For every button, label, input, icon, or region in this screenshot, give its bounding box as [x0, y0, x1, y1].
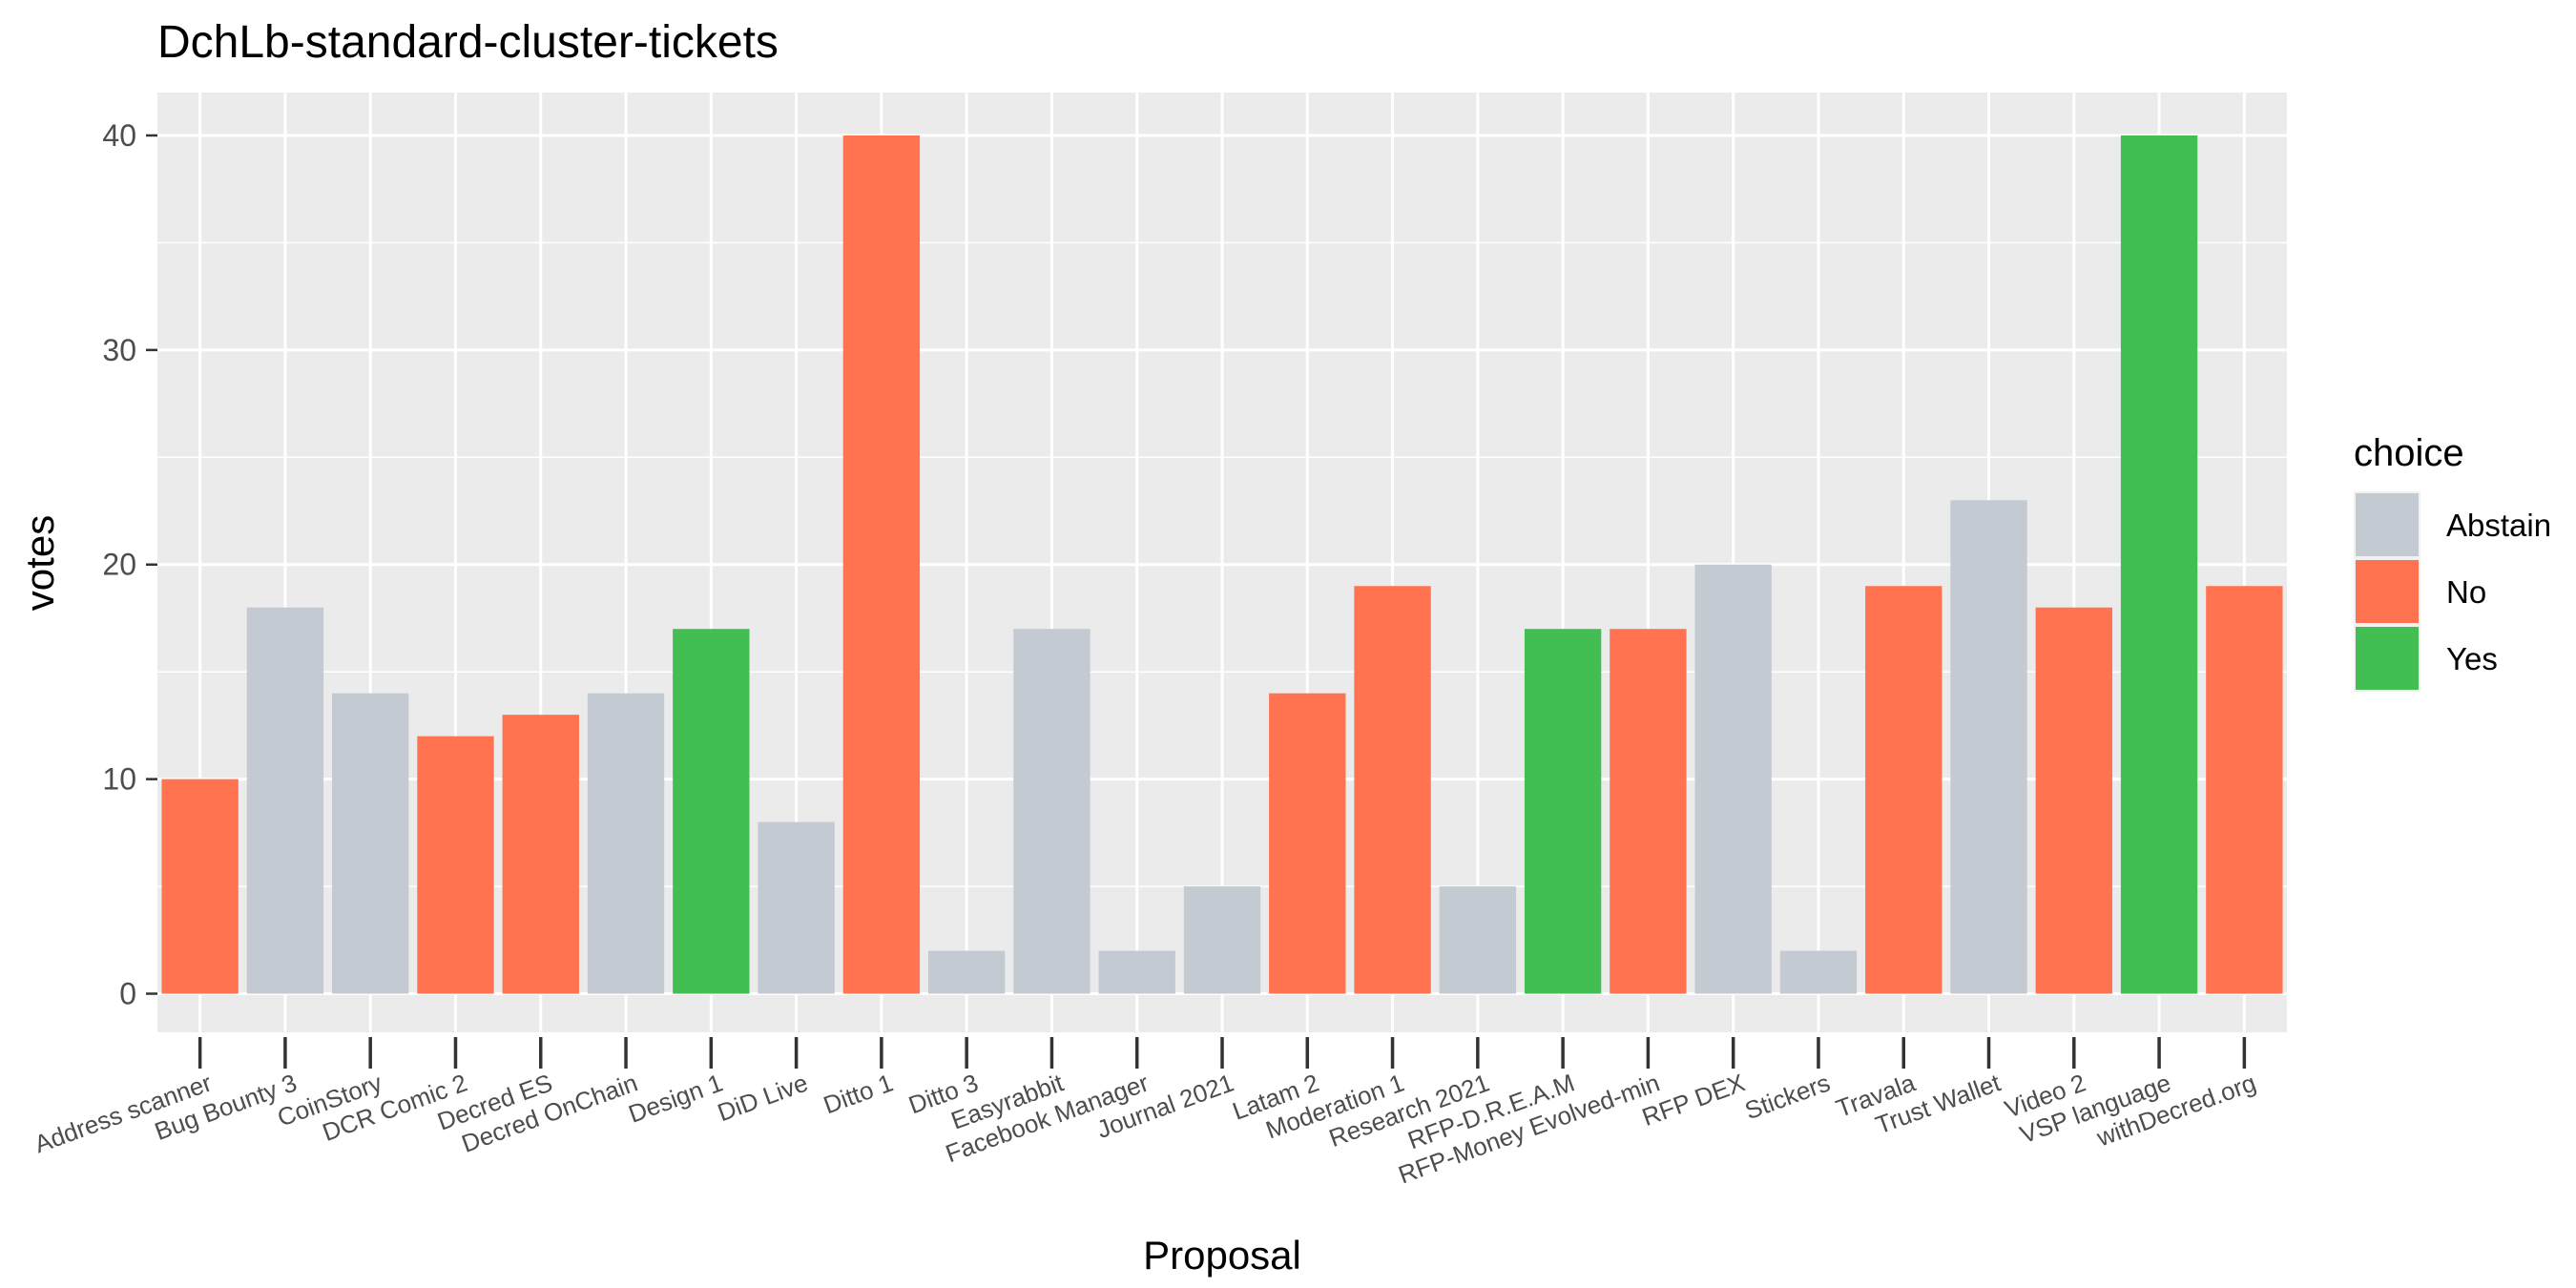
- bar: [587, 693, 665, 994]
- bar: [1354, 586, 1431, 994]
- bar: [1610, 629, 1687, 994]
- legend-label: Abstain: [2446, 508, 2551, 543]
- bar: [1524, 629, 1602, 994]
- legend: choice Abstain No Yes: [2354, 432, 2551, 692]
- bar: [2035, 607, 2112, 994]
- legend-swatch: [2356, 560, 2419, 623]
- bar: [502, 715, 579, 994]
- bar: [673, 629, 750, 994]
- bar: [246, 607, 324, 994]
- legend-swatch: [2356, 493, 2419, 556]
- bar: [417, 736, 494, 994]
- y-tick-label: 20: [102, 548, 136, 582]
- bar: [1269, 693, 1346, 994]
- bar: [332, 693, 409, 994]
- bar: [1779, 950, 1858, 994]
- bar: [1439, 886, 1517, 994]
- legend-title: choice: [2354, 432, 2464, 474]
- bar: [927, 950, 1006, 994]
- bar: [1694, 564, 1772, 994]
- x-tick-label: DiD Live: [714, 1068, 812, 1127]
- bar: [2120, 135, 2198, 994]
- bar: [161, 779, 239, 994]
- bar: [1098, 950, 1175, 994]
- y-tick-label: 30: [102, 333, 136, 367]
- x-tick-label: Ditto 1: [820, 1068, 897, 1119]
- bar: [842, 135, 921, 994]
- legend-label: Yes: [2446, 641, 2498, 676]
- bar: [1013, 629, 1091, 994]
- y-tick-label: 40: [102, 118, 136, 153]
- legend-swatch: [2356, 627, 2419, 690]
- bar: [1865, 586, 1942, 994]
- y-tick-label: 0: [119, 977, 136, 1011]
- x-axis-title: Proposal: [1143, 1233, 1301, 1278]
- y-axis-title: votes: [17, 515, 62, 611]
- y-tick-label: 10: [102, 762, 136, 797]
- bar: [1950, 500, 2027, 994]
- chart-title: DchLb-standard-cluster-tickets: [157, 17, 779, 68]
- bar: [758, 821, 835, 994]
- x-tick-label: Design 1: [625, 1068, 727, 1128]
- bar: [1183, 886, 1261, 994]
- bar: [2206, 586, 2283, 994]
- x-tick-label: Stickers: [1741, 1068, 1834, 1125]
- legend-label: No: [2446, 574, 2486, 610]
